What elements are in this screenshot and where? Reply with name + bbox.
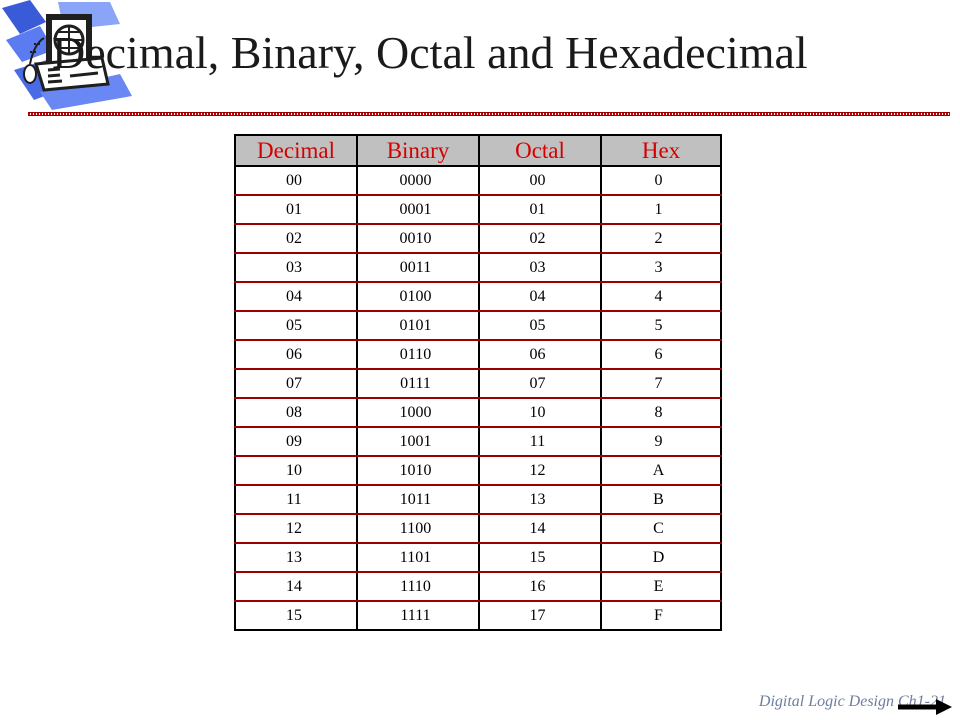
- cell-decimal: 09: [234, 427, 358, 457]
- cell-hex: 5: [600, 311, 722, 341]
- cell-decimal: 01: [234, 195, 358, 225]
- table-row: 02 0010 02 2: [234, 224, 722, 254]
- cell-decimal: 04: [234, 282, 358, 312]
- cell-octal: 04: [478, 282, 602, 312]
- cell-decimal: 06: [234, 340, 358, 370]
- table-body: 00 0000 00 0 01 0001 01 1 02 0010 02 2 03 0011 03 3 04 01…: [234, 166, 722, 631]
- cell-decimal: 15: [234, 601, 358, 631]
- cell-octal: 15: [478, 543, 602, 573]
- cell-decimal: 03: [234, 253, 358, 283]
- cell-binary: 0010: [356, 224, 480, 254]
- table-row: 13 1101 15 D: [234, 543, 722, 573]
- cell-decimal: 05: [234, 311, 358, 341]
- cell-decimal: 11: [234, 485, 358, 515]
- table-row: 07 0111 07 7: [234, 369, 722, 399]
- cell-hex: 6: [600, 340, 722, 370]
- table-row: 08 1000 10 8: [234, 398, 722, 428]
- table-row: 09 1001 11 9: [234, 427, 722, 457]
- cell-octal: 16: [478, 572, 602, 602]
- table-row: 04 0100 04 4: [234, 282, 722, 312]
- cell-octal: 11: [478, 427, 602, 457]
- cell-binary: 1010: [356, 456, 480, 486]
- cell-binary: 0100: [356, 282, 480, 312]
- cell-hex: 7: [600, 369, 722, 399]
- cell-decimal: 00: [234, 166, 358, 196]
- title-divider: [28, 112, 950, 116]
- table-row: 03 0011 03 3: [234, 253, 722, 283]
- table-row: 15 1111 17 F: [234, 601, 722, 631]
- cell-binary: 0011: [356, 253, 480, 283]
- cell-hex: 3: [600, 253, 722, 283]
- cell-octal: 07: [478, 369, 602, 399]
- title-divider-bottom-line: [28, 115, 950, 116]
- table-row: 00 0000 00 0: [234, 166, 722, 196]
- cell-octal: 10: [478, 398, 602, 428]
- cell-decimal: 10: [234, 456, 358, 486]
- cell-binary: 1100: [356, 514, 480, 544]
- cell-binary: 0000: [356, 166, 480, 196]
- header-decimal: Decimal: [234, 135, 358, 167]
- cell-octal: 01: [478, 195, 602, 225]
- cell-hex: B: [600, 485, 722, 515]
- cell-octal: 03: [478, 253, 602, 283]
- cell-decimal: 14: [234, 572, 358, 602]
- header-hex: Hex: [600, 135, 722, 167]
- cell-hex: D: [600, 543, 722, 573]
- cell-hex: F: [600, 601, 722, 631]
- cell-hex: A: [600, 456, 722, 486]
- title-divider-top-line: [28, 112, 950, 113]
- table-row: 12 1100 14 C: [234, 514, 722, 544]
- table-row: 01 0001 01 1: [234, 195, 722, 225]
- cell-decimal: 08: [234, 398, 358, 428]
- cell-binary: 1000: [356, 398, 480, 428]
- cell-binary: 1111: [356, 601, 480, 631]
- cell-octal: 17: [478, 601, 602, 631]
- cell-decimal: 13: [234, 543, 358, 573]
- table-header-row: Decimal Binary Octal Hex: [234, 135, 722, 167]
- cell-octal: 00: [478, 166, 602, 196]
- table-row: 14 1110 16 E: [234, 572, 722, 602]
- cell-binary: 0101: [356, 311, 480, 341]
- cell-binary: 1011: [356, 485, 480, 515]
- cell-hex: E: [600, 572, 722, 602]
- cell-octal: 14: [478, 514, 602, 544]
- table-row: 05 0101 05 5: [234, 311, 722, 341]
- cell-binary: 0001: [356, 195, 480, 225]
- header-binary: Binary: [356, 135, 480, 167]
- number-conversion-table: Decimal Binary Octal Hex 00 0000 00 0 01 0001…: [234, 134, 722, 631]
- cell-octal: 06: [478, 340, 602, 370]
- cell-hex: 9: [600, 427, 722, 457]
- cell-hex: 8: [600, 398, 722, 428]
- cell-hex: C: [600, 514, 722, 544]
- header-octal: Octal: [478, 135, 602, 167]
- cell-binary: 0111: [356, 369, 480, 399]
- computer-clipart-icon: [2, 0, 132, 110]
- next-arrow-icon[interactable]: [896, 697, 954, 717]
- cell-decimal: 02: [234, 224, 358, 254]
- cell-octal: 02: [478, 224, 602, 254]
- cell-binary: 1110: [356, 572, 480, 602]
- cell-binary: 1001: [356, 427, 480, 457]
- cell-binary: 1101: [356, 543, 480, 573]
- slide-title: Decimal, Binary, Octal and Hexadecimal: [52, 27, 808, 78]
- table-row: 11 1011 13 B: [234, 485, 722, 515]
- cell-hex: 0: [600, 166, 722, 196]
- cell-octal: 12: [478, 456, 602, 486]
- cell-decimal: 07: [234, 369, 358, 399]
- cell-octal: 13: [478, 485, 602, 515]
- cell-binary: 0110: [356, 340, 480, 370]
- cell-hex: 2: [600, 224, 722, 254]
- cell-hex: 4: [600, 282, 722, 312]
- cell-hex: 1: [600, 195, 722, 225]
- table-row: 06 0110 06 6: [234, 340, 722, 370]
- cell-decimal: 12: [234, 514, 358, 544]
- cell-octal: 05: [478, 311, 602, 341]
